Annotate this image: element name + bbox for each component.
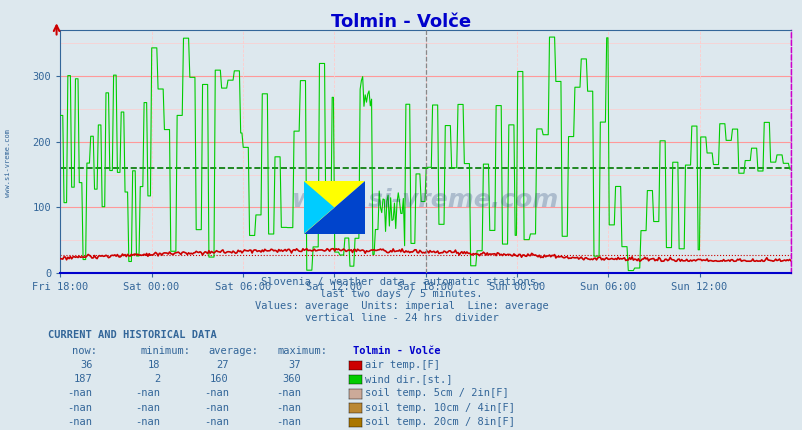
Text: -nan: -nan: [67, 417, 92, 427]
Text: -nan: -nan: [136, 388, 160, 399]
Text: www.si-vreme.com: www.si-vreme.com: [5, 129, 11, 197]
Text: 360: 360: [282, 374, 301, 384]
Text: www.si-vreme.com: www.si-vreme.com: [292, 188, 558, 212]
Text: 37: 37: [288, 360, 301, 370]
Text: maximum:: maximum:: [277, 346, 326, 356]
Text: average:: average:: [209, 346, 258, 356]
Text: soil temp. 10cm / 4in[F]: soil temp. 10cm / 4in[F]: [365, 402, 515, 413]
Text: air temp.[F]: air temp.[F]: [365, 360, 439, 370]
Text: Tolmin - Volče: Tolmin - Volče: [353, 346, 440, 356]
Text: now:: now:: [72, 346, 97, 356]
Text: last two days / 5 minutes.: last two days / 5 minutes.: [320, 289, 482, 299]
Text: 18: 18: [148, 360, 160, 370]
Text: Values: average  Units: imperial  Line: average: Values: average Units: imperial Line: av…: [254, 301, 548, 311]
Text: 2: 2: [154, 374, 160, 384]
Text: CURRENT AND HISTORICAL DATA: CURRENT AND HISTORICAL DATA: [48, 329, 217, 340]
Text: vertical line - 24 hrs  divider: vertical line - 24 hrs divider: [304, 313, 498, 323]
Text: -nan: -nan: [276, 402, 301, 413]
Text: -nan: -nan: [136, 417, 160, 427]
Text: 160: 160: [210, 374, 229, 384]
Text: -nan: -nan: [67, 402, 92, 413]
Text: soil temp. 5cm / 2in[F]: soil temp. 5cm / 2in[F]: [365, 388, 508, 399]
Polygon shape: [303, 181, 364, 233]
Text: soil temp. 20cm / 8in[F]: soil temp. 20cm / 8in[F]: [365, 417, 515, 427]
Text: -nan: -nan: [204, 402, 229, 413]
Text: 36: 36: [79, 360, 92, 370]
Text: -nan: -nan: [276, 417, 301, 427]
Text: minimum:: minimum:: [140, 346, 190, 356]
Text: Slovenia / weather data - automatic stations.: Slovenia / weather data - automatic stat…: [261, 277, 541, 287]
Polygon shape: [303, 181, 364, 233]
Text: wind dir.[st.]: wind dir.[st.]: [365, 374, 452, 384]
Text: -nan: -nan: [67, 388, 92, 399]
Text: Tolmin - Volče: Tolmin - Volče: [331, 13, 471, 31]
Polygon shape: [303, 181, 334, 233]
Text: -nan: -nan: [276, 388, 301, 399]
Text: 187: 187: [74, 374, 92, 384]
Text: 27: 27: [216, 360, 229, 370]
Text: -nan: -nan: [204, 417, 229, 427]
Text: -nan: -nan: [136, 402, 160, 413]
Text: -nan: -nan: [204, 388, 229, 399]
